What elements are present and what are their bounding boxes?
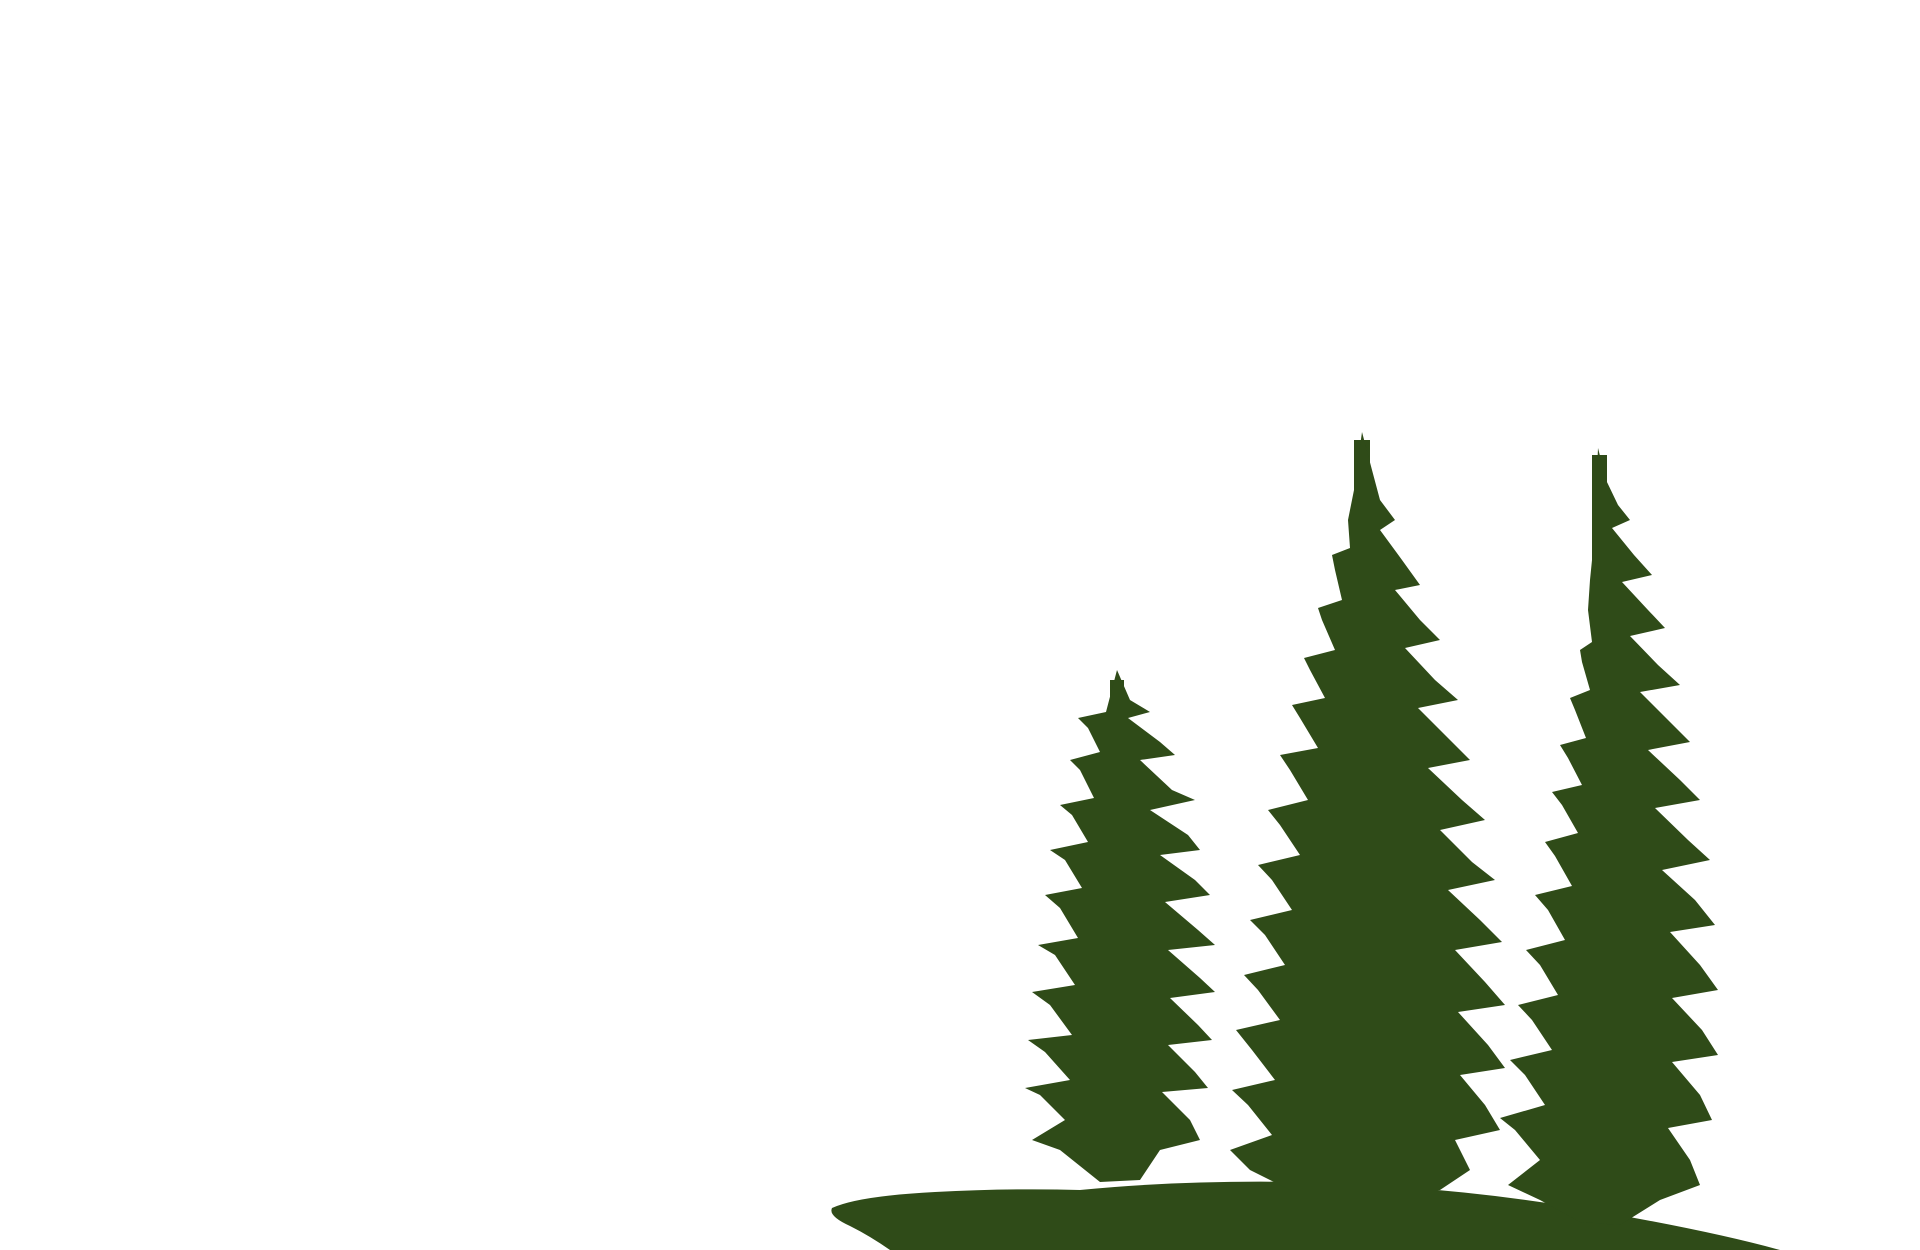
spruce-tree-small bbox=[1025, 670, 1215, 1182]
hill-silhouette bbox=[831, 1181, 1780, 1250]
spruce-tree-right bbox=[1500, 448, 1718, 1225]
spruce-tree-tall bbox=[1230, 432, 1505, 1190]
